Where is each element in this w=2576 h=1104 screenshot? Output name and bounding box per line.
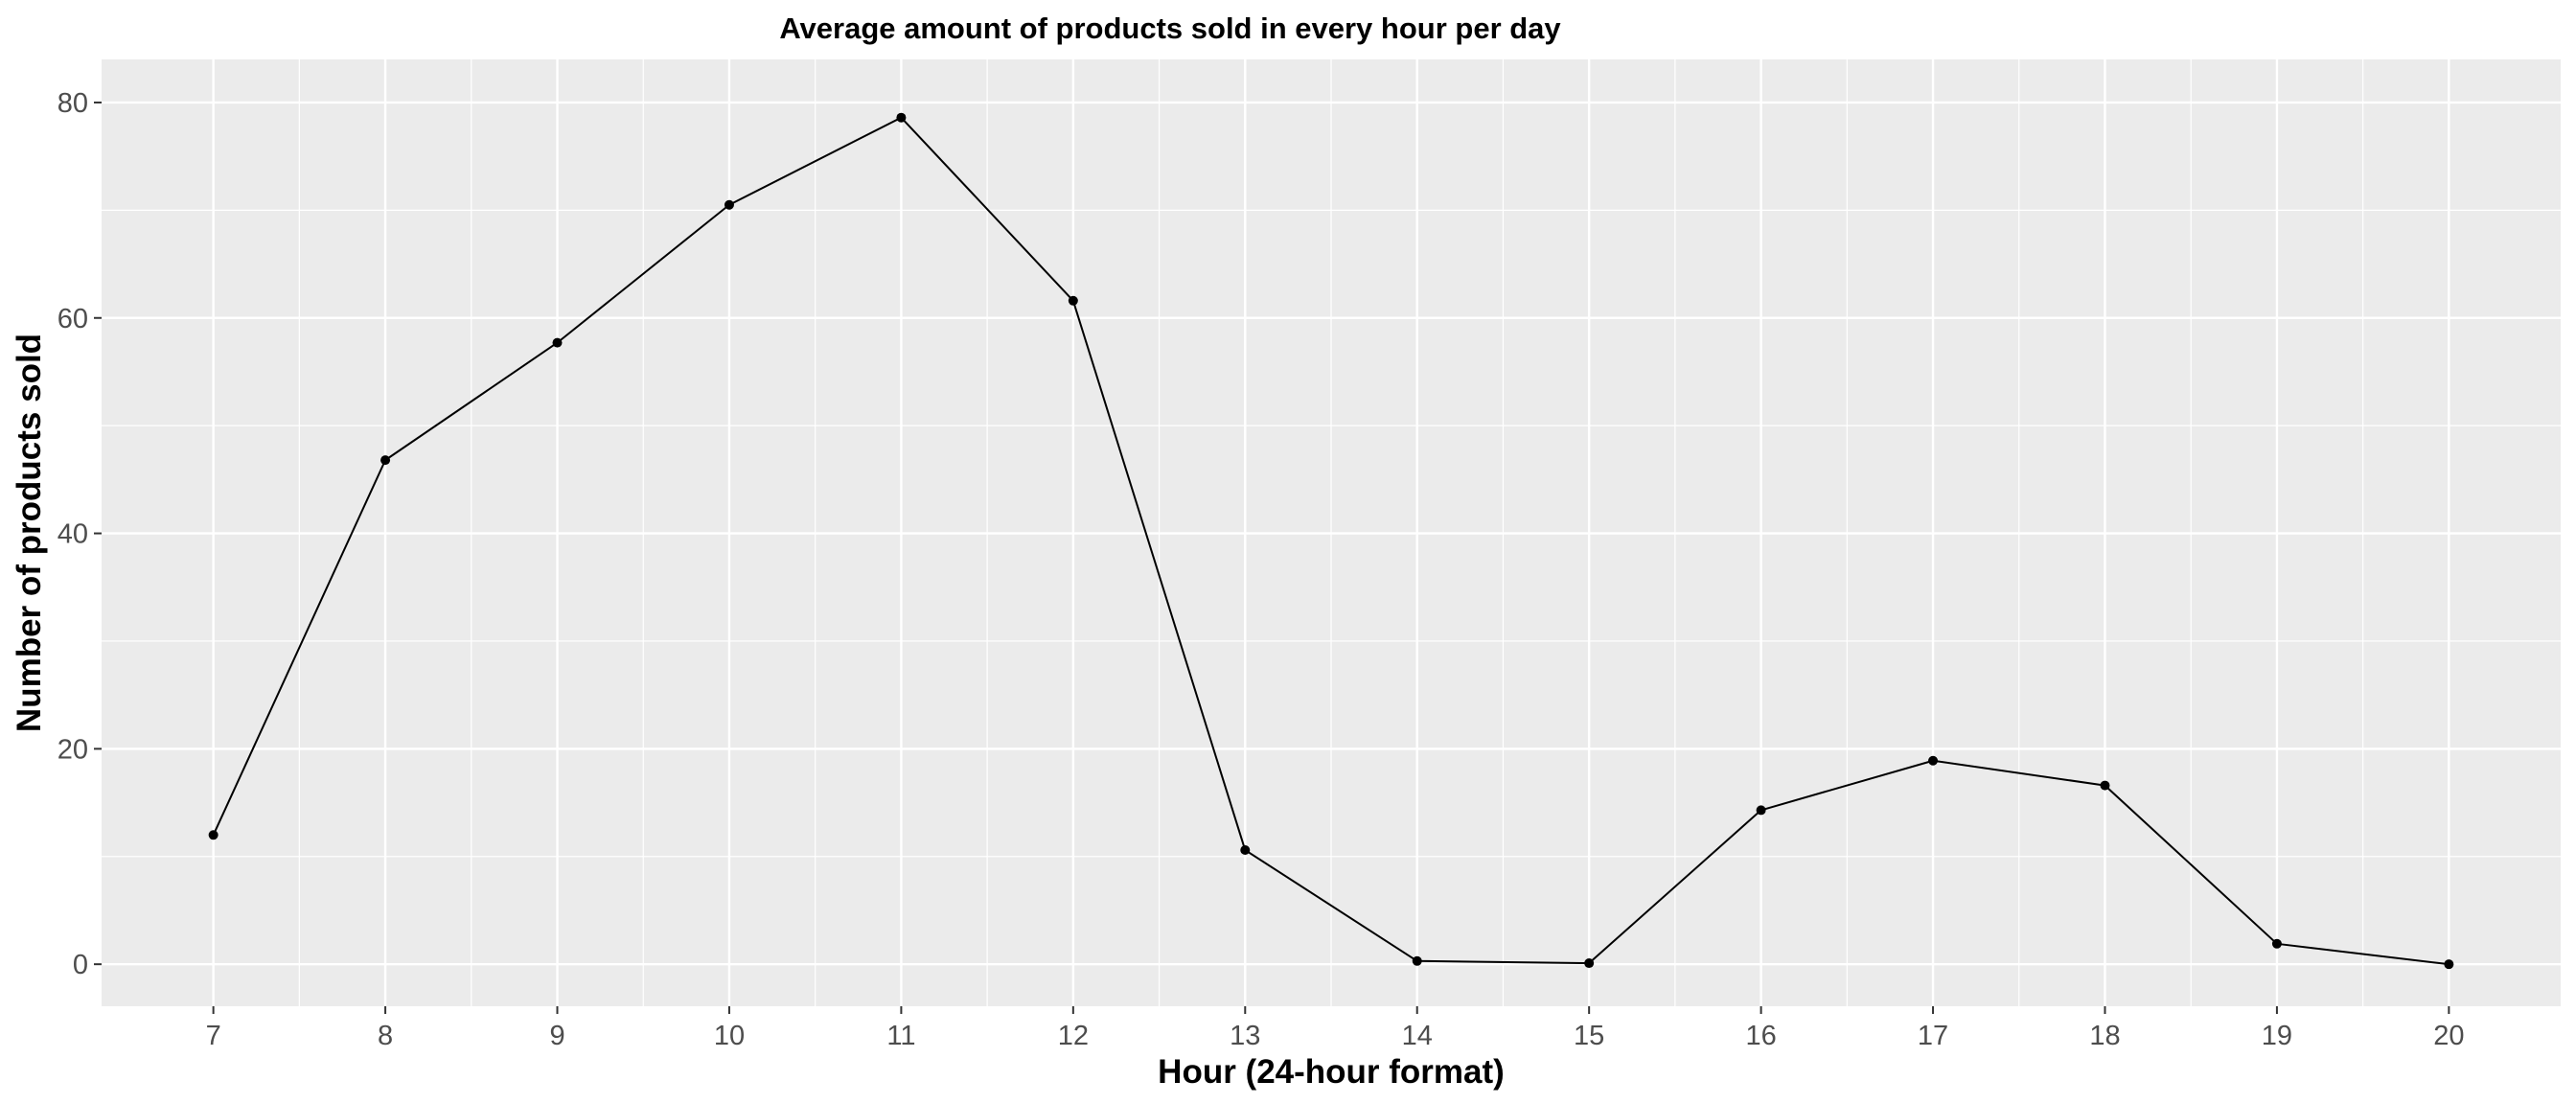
x-tick-label: 12 [1058,1021,1089,1051]
data-point [1756,805,1766,816]
data-point [724,199,734,210]
x-tick-label: 18 [2089,1021,2120,1051]
data-point [380,455,391,466]
x-tick-label: 19 [2262,1021,2292,1051]
x-tick-label: 9 [549,1021,564,1051]
x-tick-label: 16 [1745,1021,1776,1051]
x-tick-label: 17 [1918,1021,1948,1051]
data-point [896,112,907,123]
y-tick-label: 0 [73,950,88,980]
x-tick-label: 11 [886,1021,915,1051]
data-point [1584,958,1595,969]
data-point [2100,780,2110,791]
series-layer [208,112,2454,970]
data-point [1928,755,1939,766]
x-tick-label: 8 [378,1021,393,1051]
x-tick-label: 13 [1230,1021,1260,1051]
data-point [1068,295,1078,306]
data-point [1240,845,1251,856]
x-tick-label: 7 [206,1021,221,1051]
series-line [212,116,2450,966]
x-axis-title: Hour (24-hour format) [1158,1053,1505,1091]
x-tick-label: 14 [1402,1021,1433,1051]
y-tick-label: 20 [58,734,88,765]
y-tick-label: 40 [58,519,88,550]
y-axis-title: Number of products sold [11,334,48,732]
axis-ticks [94,101,2450,1014]
data-point [208,830,218,840]
major-gridlines [102,59,2561,1006]
y-tick-label: 60 [58,304,88,334]
chart-title: Average amount of products sold in every… [779,12,1561,45]
data-point [552,337,563,348]
y-tick-label: 80 [58,88,88,119]
tick-labels: 7 8 9 10 11 12 13 14 15 16 17 18 19 20 0 20 40 60 80 [58,88,2465,1051]
data-point [2444,959,2454,970]
data-point [2271,938,2282,949]
x-tick-label: 20 [2433,1021,2464,1051]
data-point [1412,955,1422,966]
x-tick-label: 15 [1574,1021,1604,1051]
x-tick-label: 10 [714,1021,745,1051]
